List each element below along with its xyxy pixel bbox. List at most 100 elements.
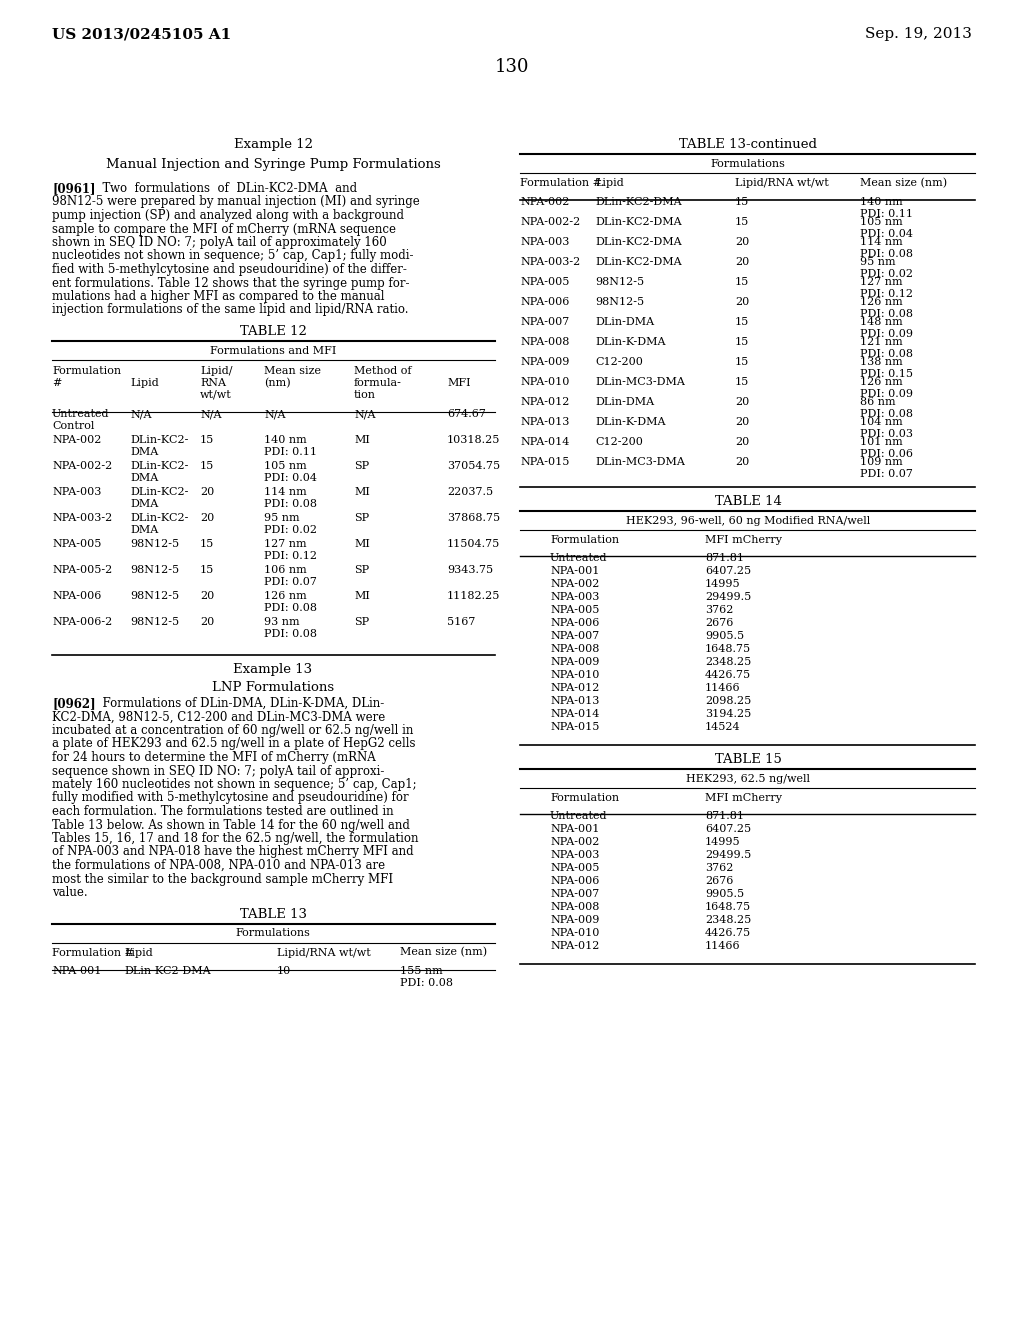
Text: 11466: 11466 [705, 682, 740, 693]
Text: Formulation: Formulation [52, 366, 121, 376]
Text: DLin-KC2-: DLin-KC2- [130, 461, 188, 471]
Text: DLin-K-DMA: DLin-K-DMA [595, 337, 666, 347]
Text: TABLE 12: TABLE 12 [240, 325, 306, 338]
Text: 9343.75: 9343.75 [447, 565, 494, 576]
Text: sequence shown in SEQ ID NO: 7; polyA tail of approxi-: sequence shown in SEQ ID NO: 7; polyA ta… [52, 764, 384, 777]
Text: 140 nm: 140 nm [860, 197, 903, 207]
Text: 20: 20 [735, 397, 750, 407]
Text: NPA-003: NPA-003 [550, 591, 599, 602]
Text: 9905.5: 9905.5 [705, 888, 744, 899]
Text: DLin-DMA: DLin-DMA [595, 317, 654, 327]
Text: 20: 20 [200, 487, 214, 498]
Text: 20: 20 [735, 238, 750, 247]
Text: 20: 20 [735, 257, 750, 267]
Text: Lipid/: Lipid/ [200, 366, 232, 376]
Text: 98N12-5: 98N12-5 [595, 277, 644, 286]
Text: 98N12-5 were prepared by manual injection (MI) and syringe: 98N12-5 were prepared by manual injectio… [52, 195, 420, 209]
Text: MFI: MFI [447, 378, 471, 388]
Text: Formulation: Formulation [550, 535, 620, 545]
Text: Table 13 below. As shown in Table 14 for the 60 ng/well and: Table 13 below. As shown in Table 14 for… [52, 818, 410, 832]
Text: the formulations of NPA-008, NPA-010 and NPA-013 are: the formulations of NPA-008, NPA-010 and… [52, 859, 385, 873]
Text: Example 12: Example 12 [233, 139, 312, 150]
Text: most the similar to the background sample mCherry MFI: most the similar to the background sampl… [52, 873, 393, 886]
Text: fully modified with 5-methylcytosine and pseudouridine) for: fully modified with 5-methylcytosine and… [52, 792, 409, 804]
Text: 20: 20 [735, 437, 750, 447]
Text: US 2013/0245105 A1: US 2013/0245105 A1 [52, 26, 231, 41]
Text: NPA-006: NPA-006 [550, 618, 599, 628]
Text: PDI: 0.12: PDI: 0.12 [264, 550, 317, 561]
Text: MI: MI [354, 436, 370, 445]
Text: 106 nm: 106 nm [264, 565, 307, 576]
Text: C12-200: C12-200 [595, 356, 643, 367]
Text: SP: SP [354, 616, 369, 627]
Text: NPA-005: NPA-005 [520, 277, 569, 286]
Text: 4426.75: 4426.75 [705, 671, 752, 680]
Text: 127 nm: 127 nm [264, 539, 306, 549]
Text: PDI: 0.02: PDI: 0.02 [264, 525, 317, 535]
Text: 29499.5: 29499.5 [705, 850, 752, 861]
Text: NPA-001: NPA-001 [550, 566, 599, 576]
Text: 105 nm: 105 nm [860, 216, 903, 227]
Text: 104 nm: 104 nm [860, 417, 903, 426]
Text: Tables 15, 16, 17 and 18 for the 62.5 ng/well, the formulation: Tables 15, 16, 17 and 18 for the 62.5 ng… [52, 832, 419, 845]
Text: Formulations and MFI: Formulations and MFI [210, 346, 336, 356]
Text: 22037.5: 22037.5 [447, 487, 494, 498]
Text: 3762: 3762 [705, 605, 733, 615]
Text: 11466: 11466 [705, 941, 740, 950]
Text: PDI: 0.04: PDI: 0.04 [860, 228, 913, 239]
Text: for 24 hours to determine the MFI of mCherry (mRNA: for 24 hours to determine the MFI of mCh… [52, 751, 376, 764]
Text: PDI: 0.08: PDI: 0.08 [264, 603, 317, 612]
Text: 2348.25: 2348.25 [705, 915, 752, 925]
Text: 6407.25: 6407.25 [705, 824, 752, 834]
Text: 114 nm: 114 nm [264, 487, 307, 498]
Text: 11504.75: 11504.75 [447, 539, 501, 549]
Text: NPA-009: NPA-009 [550, 915, 599, 925]
Text: NPA-006: NPA-006 [550, 876, 599, 886]
Text: mately 160 nucleotides not shown in sequence; 5’ cap, Cap1;: mately 160 nucleotides not shown in sequ… [52, 777, 417, 791]
Text: pump injection (SP) and analyzed along with a background: pump injection (SP) and analyzed along w… [52, 209, 404, 222]
Text: 98N12-5: 98N12-5 [130, 591, 179, 601]
Text: DMA: DMA [130, 447, 159, 457]
Text: PDI: 0.02: PDI: 0.02 [860, 269, 913, 279]
Text: SP: SP [354, 565, 369, 576]
Text: 14995: 14995 [705, 837, 740, 847]
Text: Untreated: Untreated [52, 409, 110, 418]
Text: DMA: DMA [130, 525, 159, 535]
Text: 109 nm: 109 nm [860, 457, 903, 467]
Text: 140 nm: 140 nm [264, 436, 307, 445]
Text: PDI: 0.08: PDI: 0.08 [860, 409, 913, 418]
Text: 20: 20 [735, 297, 750, 308]
Text: 105 nm: 105 nm [264, 461, 307, 471]
Text: 2348.25: 2348.25 [705, 657, 752, 667]
Text: Lipid/RNA wt/wt: Lipid/RNA wt/wt [735, 178, 828, 187]
Text: Lipid: Lipid [124, 948, 153, 957]
Text: 15: 15 [735, 378, 750, 387]
Text: MFI mCherry: MFI mCherry [705, 535, 782, 545]
Text: nucleotides not shown in sequence; 5’ cap, Cap1; fully modi-: nucleotides not shown in sequence; 5’ ca… [52, 249, 414, 263]
Text: 1648.75: 1648.75 [705, 644, 752, 653]
Text: PDI: 0.08: PDI: 0.08 [264, 499, 317, 510]
Text: incubated at a concentration of 60 ng/well or 62.5 ng/well in: incubated at a concentration of 60 ng/we… [52, 723, 414, 737]
Text: NPA-013: NPA-013 [520, 417, 569, 426]
Text: NPA-001: NPA-001 [550, 824, 599, 834]
Text: NPA-015: NPA-015 [520, 457, 569, 467]
Text: 15: 15 [735, 337, 750, 347]
Text: NPA-015: NPA-015 [550, 722, 599, 733]
Text: NPA-007: NPA-007 [520, 317, 569, 327]
Text: 98N12-5: 98N12-5 [130, 616, 179, 627]
Text: NPA-009: NPA-009 [550, 657, 599, 667]
Text: mulations had a higher MFI as compared to the manual: mulations had a higher MFI as compared t… [52, 290, 384, 304]
Text: Sep. 19, 2013: Sep. 19, 2013 [865, 26, 972, 41]
Text: NPA-007: NPA-007 [550, 888, 599, 899]
Text: NPA-012: NPA-012 [550, 682, 599, 693]
Text: SP: SP [354, 513, 369, 523]
Text: NPA-002-2: NPA-002-2 [520, 216, 581, 227]
Text: 2676: 2676 [705, 618, 733, 628]
Text: 20: 20 [200, 513, 214, 523]
Text: DMA: DMA [130, 473, 159, 483]
Text: 14995: 14995 [705, 579, 740, 589]
Text: NPA-008: NPA-008 [520, 337, 569, 347]
Text: DLin-DMA: DLin-DMA [595, 397, 654, 407]
Text: 114 nm: 114 nm [860, 238, 903, 247]
Text: 871.81: 871.81 [705, 810, 744, 821]
